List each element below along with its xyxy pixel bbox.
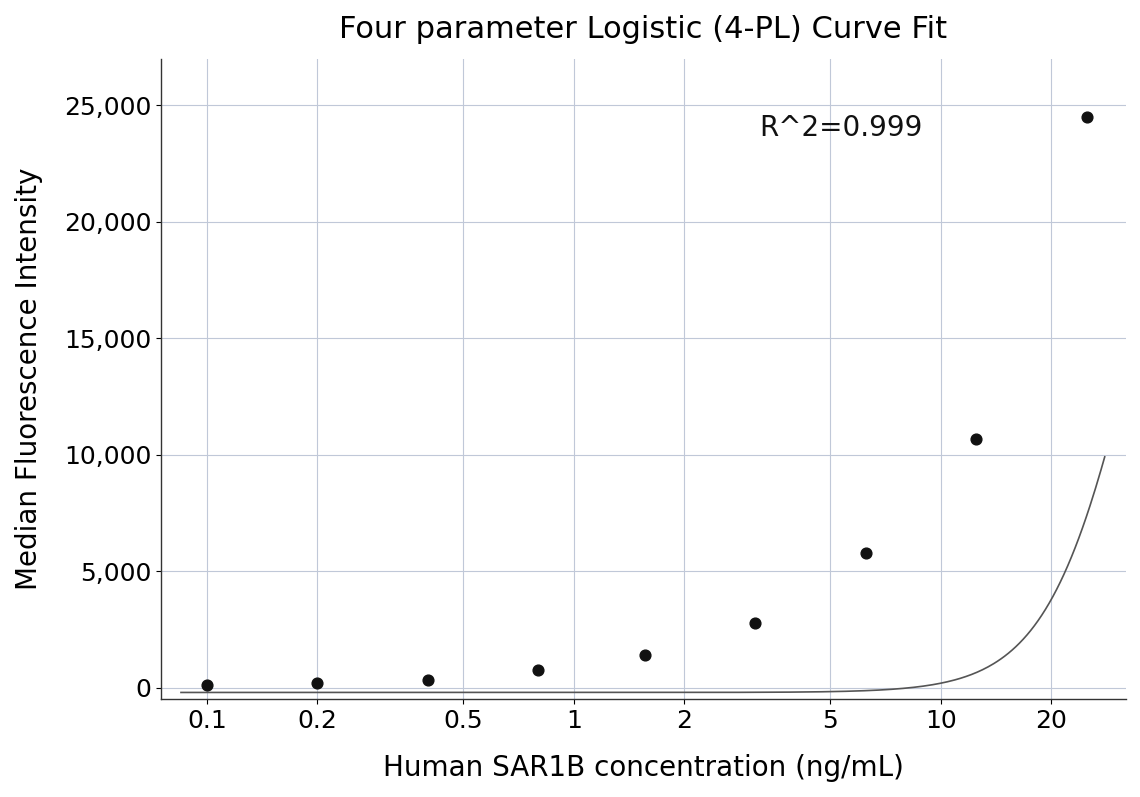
- Point: [529, 664, 547, 677]
- Point: [308, 677, 326, 689]
- Y-axis label: Median Fluorescence Intensity: Median Fluorescence Intensity: [15, 168, 43, 591]
- Point: [967, 432, 985, 445]
- X-axis label: Human SAR1B concentration (ng/mL): Human SAR1B concentration (ng/mL): [383, 754, 903, 782]
- Point: [856, 546, 874, 559]
- Point: [635, 649, 653, 662]
- Point: [418, 673, 437, 686]
- Point: [1076, 111, 1094, 124]
- Point: [197, 679, 215, 692]
- Title: Four parameter Logistic (4-PL) Curve Fit: Four parameter Logistic (4-PL) Curve Fit: [340, 15, 946, 44]
- Point: [746, 616, 764, 629]
- Text: R^2=0.999: R^2=0.999: [758, 114, 922, 142]
